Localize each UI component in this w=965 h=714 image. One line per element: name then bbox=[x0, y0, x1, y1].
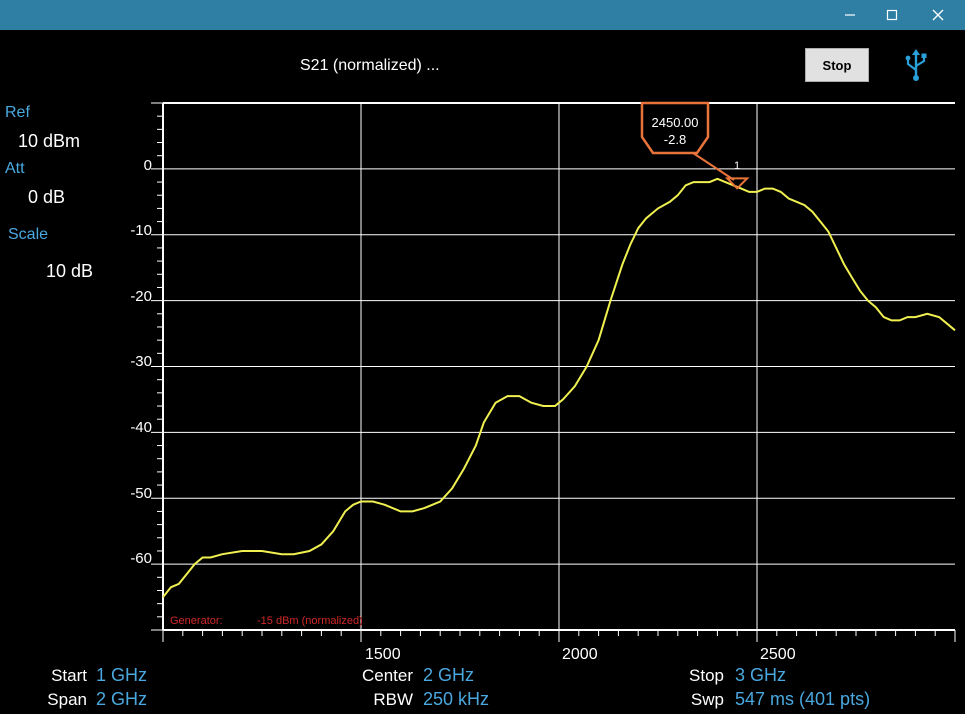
marker-readout: 2450.00 -2.8 bbox=[644, 114, 706, 154]
y-tick-label: -60 bbox=[130, 550, 152, 567]
att-label: Att bbox=[5, 160, 25, 177]
y-tick-label: -30 bbox=[130, 353, 152, 370]
x-tick-label: 1500 bbox=[365, 646, 401, 663]
stop-button[interactable]: Stop bbox=[805, 48, 869, 82]
span-label: Span bbox=[47, 690, 87, 709]
marker-frequency: 2450.00 bbox=[651, 115, 699, 130]
center-value[interactable]: 2 GHz bbox=[423, 665, 475, 685]
chart-grid bbox=[162, 102, 955, 631]
usb-icon[interactable] bbox=[903, 48, 929, 82]
y-tick-label: -20 bbox=[130, 288, 152, 305]
stop-value[interactable]: 3 GHz bbox=[735, 665, 787, 685]
marker-level: -2.8 bbox=[663, 132, 687, 147]
swp-label: Swp bbox=[690, 690, 724, 709]
ref-label: Ref bbox=[5, 104, 30, 121]
maximize-icon[interactable] bbox=[872, 0, 912, 30]
scale-value[interactable]: 10 dB bbox=[46, 261, 94, 281]
stop-label: Stop bbox=[689, 666, 724, 685]
minimize-icon[interactable] bbox=[830, 0, 870, 30]
marker-number: 1 bbox=[734, 160, 741, 172]
start-value[interactable]: 1 GHz bbox=[96, 665, 148, 685]
att-value[interactable]: 0 dB bbox=[28, 187, 66, 207]
x-tick-label: 2000 bbox=[562, 646, 598, 663]
marker-leader bbox=[692, 152, 735, 181]
y-tick-label: -10 bbox=[130, 222, 152, 239]
span-value[interactable]: 2 GHz bbox=[96, 689, 148, 709]
s21-trace bbox=[162, 177, 956, 598]
generator-value: -15 dBm (normalized) bbox=[257, 615, 363, 627]
measurement-title: S21 (normalized) ... bbox=[300, 57, 440, 74]
start-label: Start bbox=[51, 666, 87, 685]
y-tick-label: 0 bbox=[143, 157, 152, 174]
rbw-value[interactable]: 250 kHz bbox=[423, 689, 490, 709]
chart-ticks bbox=[151, 102, 956, 642]
title-bar bbox=[0, 0, 965, 30]
y-tick-label: -50 bbox=[130, 485, 152, 502]
marker-triangle bbox=[724, 177, 750, 190]
close-icon[interactable] bbox=[918, 0, 958, 30]
center-label: Center bbox=[361, 666, 413, 685]
swp-value[interactable]: 547 ms (401 pts) bbox=[735, 689, 871, 709]
marker-1 bbox=[640, 101, 750, 190]
scale-label: Scale bbox=[8, 226, 49, 243]
ref-value[interactable]: 10 dBm bbox=[18, 131, 81, 151]
marker-label-box bbox=[640, 101, 710, 155]
y-tick-label: -40 bbox=[130, 419, 152, 436]
x-tick-label: 2500 bbox=[760, 646, 796, 663]
generator-label: Generator: bbox=[170, 615, 223, 627]
rbw-label: RBW bbox=[373, 690, 413, 709]
